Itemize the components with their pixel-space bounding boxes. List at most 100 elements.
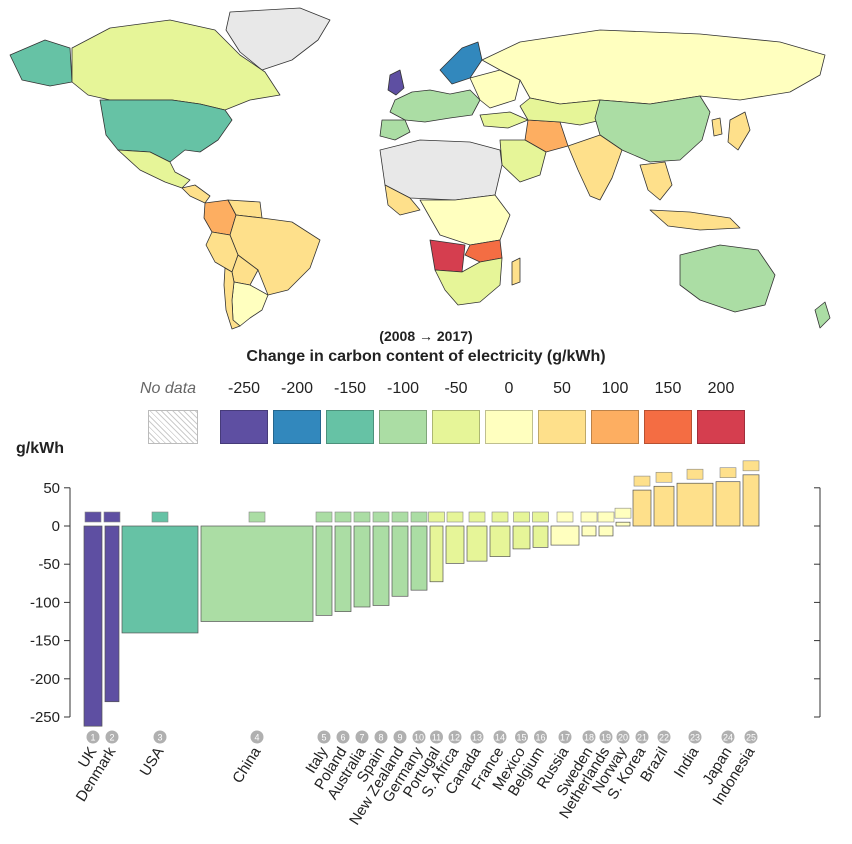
map-western-europe (389, 89, 481, 123)
map-central-africa (419, 194, 511, 246)
rank-badge (336, 730, 350, 744)
y-tick-label: 50 (43, 480, 60, 497)
flag-icon (410, 511, 428, 523)
map-spain (379, 119, 411, 141)
legend-label: -50 (444, 380, 468, 397)
rank-badge (616, 730, 630, 744)
rank-badges: 1 2 3 4 5 6 7 8 9 10 11 12 13 14 15 16 17 18 19 20 21 22 23 24 2… (86, 730, 758, 744)
map-kazakhstan (519, 97, 611, 126)
rank-badge (534, 730, 547, 744)
bar-indonesia (742, 474, 760, 527)
map-japan (727, 111, 751, 151)
legend-nodata-swatch (148, 410, 198, 444)
bar-chart: 500-50-100-150-200-250 1 2 3 4 5 6 7 8 9 10 11 12 13… (30, 460, 821, 828)
bar-uk (83, 525, 103, 727)
flag-icon (315, 511, 333, 523)
rank-badge-number: 6 (340, 733, 345, 743)
bars (83, 474, 760, 727)
rank-badge (374, 730, 388, 744)
map-alaska (9, 39, 73, 87)
rank-badge (448, 730, 462, 744)
y-axis: 50 0 -50 -100 -150 -200 -250 (30, 480, 71, 726)
rank-badge (558, 730, 572, 744)
rank-badge-number: 19 (601, 733, 611, 743)
bar-india (676, 482, 714, 527)
bar-italy (315, 525, 333, 616)
map-southeast-asia (639, 161, 673, 201)
bar-norway (615, 521, 631, 527)
rank-badge (105, 730, 119, 744)
rank-badge (393, 730, 407, 744)
rank-badge (493, 730, 507, 744)
world-map (0, 0, 852, 330)
bar-netherlands (598, 525, 614, 537)
rank-badge-number: 17 (560, 733, 570, 743)
map-australia (679, 244, 776, 313)
bar-poland (334, 525, 352, 612)
y-tick-label: -250 (30, 709, 60, 726)
map-china (594, 95, 711, 163)
country-label: USA (137, 744, 168, 779)
map-mexico (117, 149, 191, 189)
country-label: China (229, 744, 265, 787)
rank-badge (430, 730, 443, 744)
rank-badge (657, 730, 671, 744)
bar-new-zealand (391, 525, 409, 597)
flag-icon (580, 511, 598, 523)
flag-icon (353, 511, 371, 523)
rank-badge-number: 12 (450, 733, 460, 743)
legend-swatch (591, 410, 639, 444)
map-angola (429, 239, 466, 273)
rank-badge (412, 730, 426, 744)
rank-badge-number: 20 (618, 733, 628, 743)
rank-badge-number: 11 (432, 733, 441, 743)
map-north-africa (379, 139, 503, 201)
rank-badge-number: 14 (495, 733, 505, 743)
rank-badge (744, 730, 758, 744)
flag-icon (686, 468, 704, 480)
y-tick-label: 0 (52, 518, 60, 535)
legend-label: 150 (654, 380, 682, 397)
world-map-svg (9, 7, 831, 330)
rank-badge-number: 10 (414, 733, 424, 743)
rank-badge-number: 8 (378, 733, 383, 743)
flag-icon (719, 467, 737, 478)
legend-swatch (697, 410, 745, 444)
rank-badge-number: 22 (659, 733, 669, 743)
legend-label: 0 (504, 380, 514, 397)
bar-germany (410, 525, 428, 591)
flag-icon (597, 511, 615, 523)
map-madagascar (511, 257, 521, 286)
rank-badge-number: 3 (157, 733, 162, 743)
flag-icon (84, 511, 102, 523)
bar-mexico (512, 525, 531, 550)
bar-usa (121, 525, 199, 634)
rank-badge (599, 730, 613, 744)
flag-icon (556, 511, 574, 523)
y-axis-right (814, 487, 821, 718)
rank-badge-number: 1 (90, 733, 95, 743)
flag-icon (372, 511, 390, 523)
flag-icon (655, 471, 673, 483)
flag-icon (491, 511, 509, 523)
rank-badge (582, 730, 596, 744)
map-uk (387, 69, 405, 96)
rank-badge-number: 7 (359, 733, 364, 743)
rank-badge (635, 730, 649, 744)
legend-period: (2008 → 2017) (379, 328, 473, 344)
bar-s-korea (632, 489, 652, 527)
legend-label: 100 (601, 380, 629, 397)
bar-china (200, 525, 314, 622)
legend-swatch (326, 410, 374, 444)
flag-icon (614, 507, 632, 519)
rank-badge-number: 9 (397, 733, 402, 743)
bar-russia (550, 525, 580, 546)
bar-sweden (581, 525, 597, 537)
rank-badge (317, 730, 331, 744)
bar-s-africa (445, 525, 465, 564)
map-indonesia (649, 209, 741, 231)
rank-badge (688, 730, 702, 744)
legend-label: -100 (386, 380, 420, 397)
rank-badge (153, 730, 167, 744)
rank-badge (355, 730, 369, 744)
